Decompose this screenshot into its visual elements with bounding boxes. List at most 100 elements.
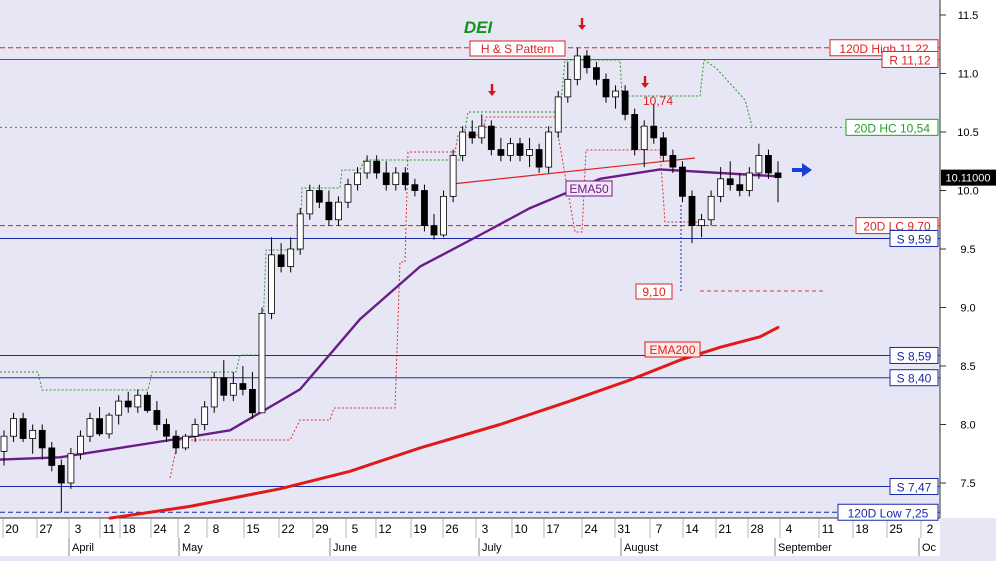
candle-body: [631, 114, 639, 150]
y-tick-label: 9.5: [960, 244, 975, 256]
candle-body: [153, 410, 161, 425]
candle-body: [115, 400, 123, 416]
x-day-label: 24: [584, 522, 598, 536]
candle-body: [440, 195, 447, 236]
x-day-label: 4: [786, 522, 793, 536]
candle-body: [765, 154, 772, 174]
candle-body: [612, 90, 619, 98]
candle-body: [478, 125, 486, 139]
level-tag-box: [845, 118, 939, 136]
annotations: H & S Pattern 10,74 9,10 EMA50 EMA200 10.1100…: [469, 18, 996, 358]
x-day-label: 5: [352, 522, 359, 536]
level-tag-box: [881, 50, 939, 68]
x-day-label: 24: [153, 522, 167, 536]
candle-body: [210, 377, 218, 408]
annotation-box: [469, 40, 566, 57]
candle-body: [573, 55, 581, 80]
candle-body: [535, 149, 543, 168]
candle-body: [640, 125, 648, 150]
y-tick-label: 10.5: [957, 127, 978, 139]
candle-body: [564, 78, 572, 98]
candle-body: [698, 219, 705, 226]
candle-body: [526, 149, 533, 156]
trailing-stops: [0, 59, 825, 479]
candle-body: [363, 160, 371, 174]
last-price-label: 10.11000: [945, 173, 990, 185]
price-axis-area: [940, 0, 996, 518]
annotation-box: [644, 341, 701, 358]
candle-body: [755, 154, 763, 174]
candle-body: [38, 429, 46, 449]
x-month-label: Oc: [922, 542, 937, 554]
x-day-label: 2: [927, 522, 934, 536]
candle-body: [105, 414, 113, 435]
x-day-label: 26: [445, 522, 459, 536]
x-day-label: 10: [514, 522, 528, 536]
x-day-label: 25: [889, 522, 903, 536]
level-tag-label: 20D HC 10,54: [854, 121, 930, 135]
candle-body: [191, 424, 199, 437]
level-tag-label: S 7,47: [897, 481, 932, 495]
candle-body: [707, 195, 715, 221]
candle-body: [277, 254, 285, 267]
ema-line-ema200: [108, 325, 780, 520]
level-tag-label: 120D Low 7,25: [848, 506, 929, 520]
x-day-label: 31: [617, 522, 631, 536]
x-day-label: 22: [281, 522, 295, 536]
candle-body: [354, 172, 361, 186]
candle-body: [229, 383, 237, 396]
candle-body: [48, 447, 56, 466]
candle-body: [143, 394, 151, 411]
candle-body: [774, 172, 782, 179]
candle-body: [593, 67, 600, 80]
candle-body: [602, 78, 610, 98]
candle-body: [258, 312, 266, 414]
candles: [0, 47, 782, 513]
candle-body: [182, 435, 189, 449]
candle-body: [507, 143, 514, 156]
candle-body: [325, 201, 333, 221]
x-day-label: 19: [413, 522, 427, 536]
candle-body: [621, 90, 629, 115]
plot-area: [0, 0, 940, 518]
level-tag-box: [837, 503, 939, 521]
level-tag-label: R 11,12: [889, 53, 930, 67]
annotation-box: [565, 180, 613, 197]
x-month-label: July: [482, 542, 502, 554]
x-day-label: 28: [750, 522, 764, 536]
last-price-box: [941, 169, 996, 186]
candle-body: [659, 137, 667, 156]
level-tag-box: [889, 369, 939, 387]
down-arrow-icon: [641, 76, 649, 88]
annotation-label: EMA50: [569, 182, 609, 196]
x-day-label: 27: [39, 522, 53, 536]
candle-body: [163, 424, 170, 437]
annotation-label: 10,74: [643, 94, 673, 108]
candle-body: [382, 172, 390, 186]
x-day-label: 2: [184, 522, 191, 536]
x-day-label: 21: [718, 522, 732, 536]
candle-body: [268, 254, 275, 314]
candle-body: [392, 172, 400, 186]
y-tick-label: 8.0: [960, 420, 975, 432]
annotation-box: [635, 283, 673, 300]
candle-body: [679, 166, 686, 197]
x-day-label: 15: [246, 522, 260, 536]
candle-body: [650, 125, 658, 139]
candle-body: [77, 435, 84, 455]
annotation-label: 9,10: [642, 285, 666, 299]
candle-body: [545, 131, 553, 168]
annotation-label: EMA200: [649, 343, 695, 357]
candle-body: [201, 406, 209, 425]
date-axis: 20 27 3 11 18 24 2 8 15 22 29 5 12 19 26 3 10 17 24 31 7 14 21…: [2, 518, 937, 556]
x-month-label: May: [182, 542, 203, 554]
level-tag-label: S 8,59: [897, 349, 932, 363]
x-month-label: April: [72, 542, 94, 554]
x-day-label: 14: [685, 522, 699, 536]
y-tick-label: 10.0: [957, 186, 978, 198]
candle-body: [401, 172, 409, 186]
candle-body: [497, 149, 505, 156]
